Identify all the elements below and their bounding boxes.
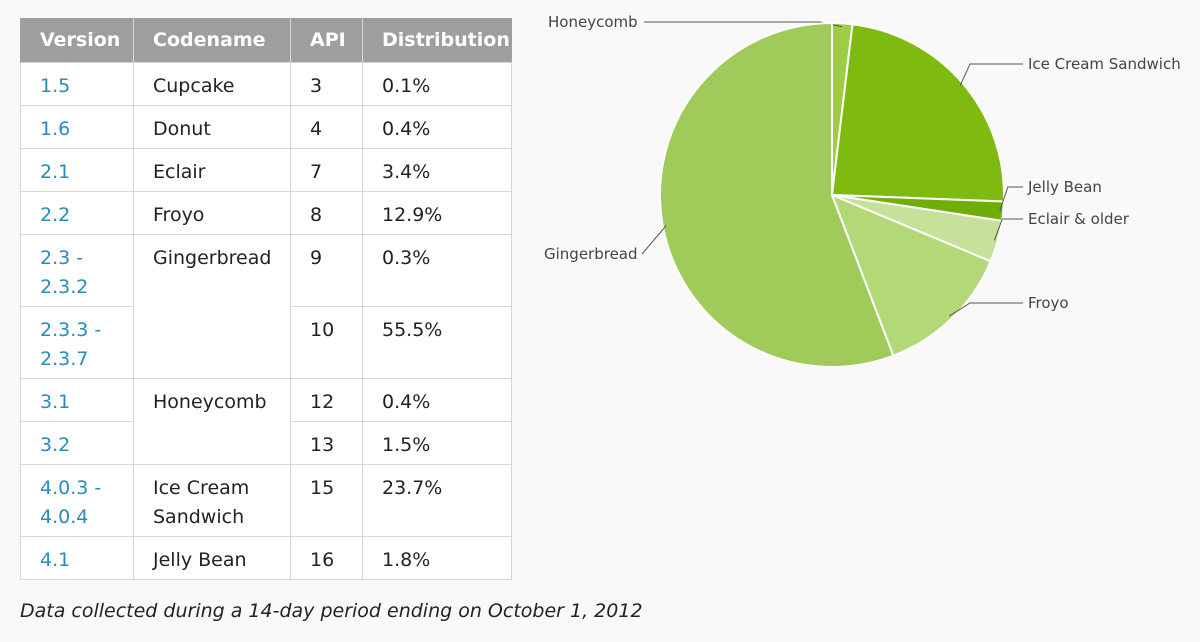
version-link[interactable]: 3.2 bbox=[20, 421, 134, 465]
codename-cell: Honeycomb bbox=[133, 378, 291, 465]
leader-line bbox=[641, 225, 667, 255]
pie-chart: Honeycomb Ice Cream Sandwich Jelly Bean Ecl… bbox=[544, 13, 1181, 368]
leader-line bbox=[993, 218, 1023, 241]
distribution-cell: 55.5% bbox=[362, 306, 512, 379]
table-row: 3.1 Honeycomb 12 0.4% bbox=[20, 378, 512, 465]
api-cell: 13 bbox=[290, 421, 363, 465]
pie-slice-ice-cream-sandwich bbox=[831, 23, 1005, 203]
table-row: 2.1 Eclair 7 3.4% bbox=[20, 148, 512, 192]
table-row: 1.6 Donut 4 0.4% bbox=[20, 105, 512, 149]
codename-cell: Ice Cream Sandwich bbox=[133, 464, 291, 537]
column-header-api: API bbox=[290, 18, 363, 63]
table-row: 2.3.3 - 2.3.7 10 55.5% bbox=[20, 306, 512, 379]
pie-slice-gingerbread bbox=[659, 22, 895, 368]
api-cell: 10 bbox=[290, 306, 363, 379]
distribution-cell: 0.1% bbox=[362, 62, 512, 106]
table-row: 1.5 Cupcake 3 0.1% bbox=[20, 62, 512, 106]
table-header-row: Version Codename API Distribution bbox=[20, 18, 512, 63]
codename-cell: Gingerbread bbox=[133, 234, 291, 379]
codename-cell: Cupcake bbox=[133, 62, 291, 106]
codename-cell: Froyo bbox=[133, 191, 291, 235]
distribution-cell: 1.8% bbox=[362, 536, 512, 580]
codename-cell: Jelly Bean bbox=[133, 536, 291, 580]
distribution-cell: 0.4% bbox=[362, 105, 512, 149]
table-row: 4.1 Jelly Bean 16 1.8% bbox=[20, 536, 512, 580]
distribution-cell: 12.9% bbox=[362, 191, 512, 235]
distribution-cell: 23.7% bbox=[362, 464, 512, 537]
api-cell: 12 bbox=[290, 378, 363, 422]
api-cell: 16 bbox=[290, 536, 363, 580]
distribution-table: Version Codename API Distribution 1.5 Cu… bbox=[20, 18, 512, 580]
leader-line bbox=[999, 186, 1023, 212]
codename-cell: Eclair bbox=[133, 148, 291, 192]
api-cell: 7 bbox=[290, 148, 363, 192]
pie-label-ice-cream-sandwich: Ice Cream Sandwich bbox=[1028, 55, 1181, 73]
version-link[interactable]: 3.1 bbox=[20, 378, 134, 422]
pie-label-honeycomb: Honeycomb bbox=[548, 13, 638, 31]
column-header-version: Version bbox=[20, 18, 134, 63]
pie-label-eclair-older: Eclair & older bbox=[1028, 210, 1130, 228]
api-cell: 9 bbox=[290, 234, 363, 307]
version-link[interactable]: 2.3.3 - 2.3.7 bbox=[20, 306, 134, 379]
api-cell: 4 bbox=[290, 105, 363, 149]
table-row: 2.3 - 2.3.2 Gingerbread 9 0.3% bbox=[20, 234, 512, 379]
distribution-cell: 3.4% bbox=[362, 148, 512, 192]
version-link[interactable]: 4.0.3 - 4.0.4 bbox=[20, 464, 134, 537]
pie-label-jelly-bean: Jelly Bean bbox=[1027, 178, 1102, 196]
pie-label-froyo: Froyo bbox=[1028, 294, 1069, 312]
table-row: 2.2 Froyo 8 12.9% bbox=[20, 191, 512, 235]
codename-cell: Donut bbox=[133, 105, 291, 149]
pie-label-gingerbread: Gingerbread bbox=[544, 245, 638, 263]
table-row: 4.0.3 - 4.0.4 Ice Cream Sandwich 15 23.7… bbox=[20, 464, 512, 537]
leader-line bbox=[949, 302, 1023, 317]
version-link[interactable]: 1.5 bbox=[20, 62, 134, 106]
version-link[interactable]: 2.2 bbox=[20, 191, 134, 235]
column-header-codename: Codename bbox=[133, 18, 291, 63]
leader-line bbox=[644, 21, 843, 28]
footnote: Data collected during a 14-day period en… bbox=[20, 600, 643, 622]
version-link[interactable]: 4.1 bbox=[20, 536, 134, 580]
column-header-distribution: Distribution bbox=[362, 18, 512, 63]
leader-line bbox=[959, 63, 1023, 86]
